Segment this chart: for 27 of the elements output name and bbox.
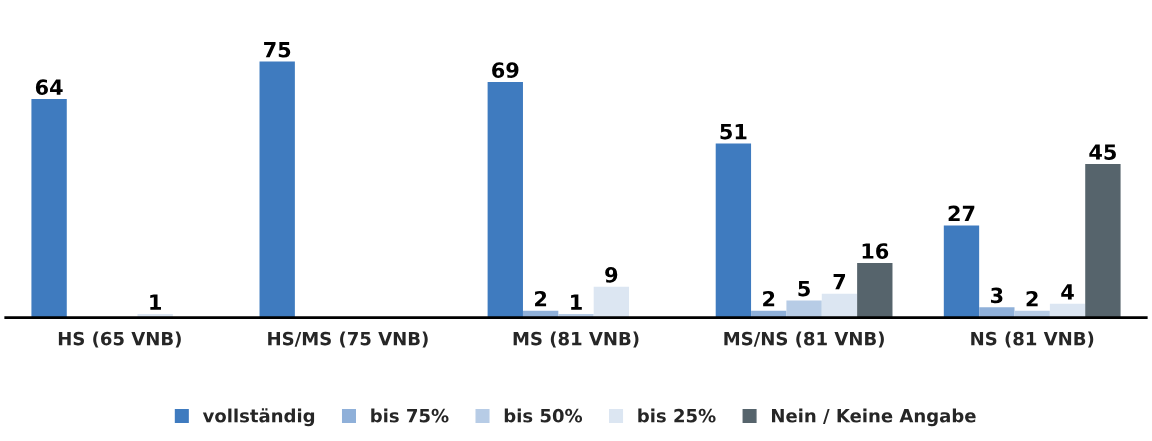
data-label: 45 [1089,144,1116,160]
legend-label: bis 75% [371,408,449,423]
data-label: 4 [1061,284,1074,300]
data-label: 75 [264,42,291,58]
legend-label: bis 25% [638,408,716,423]
data-label: 9 [605,267,618,283]
x-tick-label: NS (81 VNB) [971,331,1094,348]
data-label: 7 [833,274,846,290]
data-label: 1 [150,294,161,310]
x-tick-label: MS/NS (81 VNB) [724,331,884,348]
data-label: 51 [720,123,747,140]
legend-label: vollständig [202,408,315,427]
legend-label: bis 50% [504,408,583,423]
x-tick-label: HS/MS (75 VNB) [268,331,428,348]
data-label: 27 [948,205,975,222]
legend-label: Nein / Keine Angabe [772,408,976,427]
data-label: 2 [1026,290,1038,307]
data-label: 69 [492,62,519,79]
data-label: 3 [990,287,1003,304]
data-label: 5 [798,280,810,297]
x-tick-label: HS (65 VNB) [58,331,181,348]
data-label: 64 [35,79,63,96]
data-label: 1 [571,294,582,310]
data-label: 2 [763,290,775,307]
data-label: 16 [862,243,889,259]
data-label: 2 [535,290,547,307]
x-tick-label: MS (81 VNB) [513,331,639,348]
